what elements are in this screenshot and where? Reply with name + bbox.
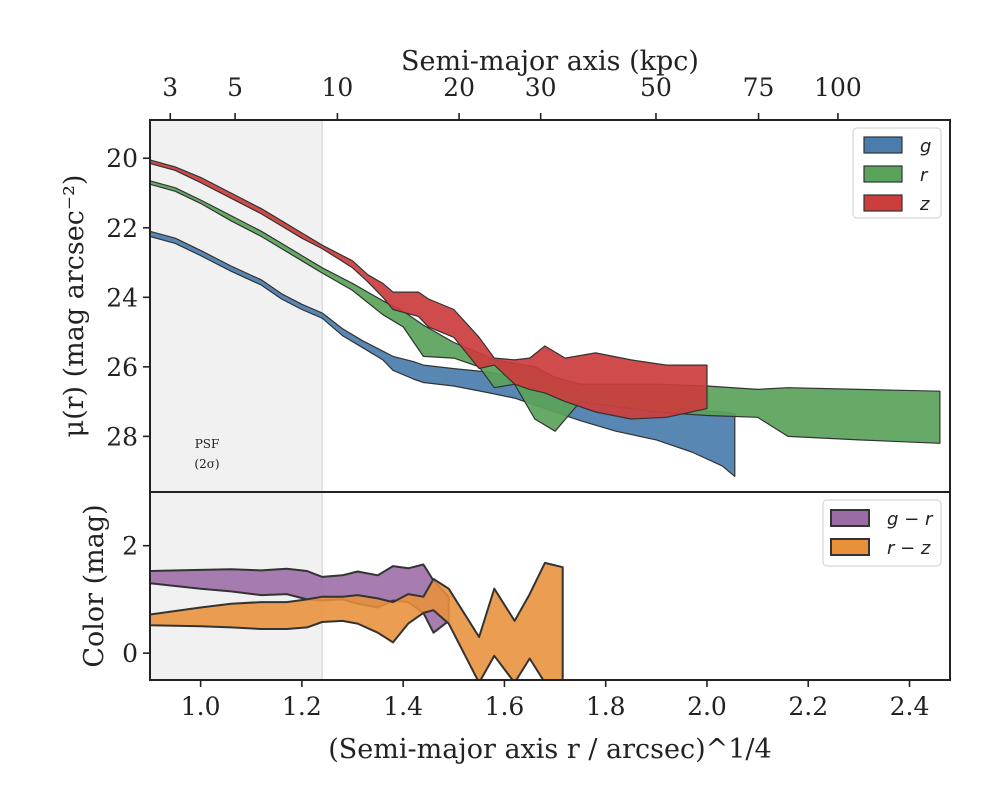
x-tick-label: 2.0 [687,692,727,721]
legend-label: r [920,165,929,186]
bottom-x-axis: 1.0 1.2 1.4 1.6 1.8 2.0 2.2 2.4 [181,680,930,721]
psf-region [150,120,323,492]
x-tick-label: 1.8 [586,692,626,721]
y-tick-label: 28 [106,422,138,451]
legend-colors: g − r r − z [822,499,942,567]
legend-label: g [920,136,931,157]
kpc-tick-label: 20 [443,73,475,102]
color-series [150,561,564,680]
y-tick-label: 2 [122,532,138,561]
legend-swatch [863,136,903,154]
kpc-tick-label: 75 [743,73,775,102]
legend-swatch [830,538,870,556]
legend-label: g − r [887,509,934,530]
kpc-tick-label: 10 [322,73,354,102]
y-tick-label: 22 [106,214,138,243]
top-kpc-axis: 3 5 10 20 30 50 75 100 [162,73,862,120]
x-tick-label: 1.2 [282,692,322,721]
band-mu-g [150,230,736,477]
kpc-tick-label: 5 [227,73,243,102]
y-tick-label: 26 [106,353,138,382]
legend-swatch [863,194,903,212]
x-tick-label: 1.6 [485,692,525,721]
kpc-tick-label: 30 [525,73,557,102]
bottom-y-axis-label: Color (mag) [79,504,110,667]
top-axis-label: Semi-major axis (kpc) [401,46,699,77]
surface-brightness-series [150,159,941,477]
band-color-rz [150,561,564,680]
top-y-axis-label: μ(r) (mag arcsec⁻²) [59,175,90,438]
top-y-axis: 20 22 24 26 28 [106,144,150,451]
legend-bands: grz [852,127,942,219]
kpc-tick-label: 3 [162,73,178,102]
x-tick-label: 1.0 [181,692,221,721]
x-tick-label: 2.2 [788,692,828,721]
band-mu-z [150,159,708,420]
x-tick-label: 2.4 [890,692,930,721]
kpc-tick-label: 50 [640,73,672,102]
bottom-x-axis-label: (Semi-major axis r / arcsec)^1/4 [328,734,771,765]
legend-label: r − z [887,538,931,559]
y-tick-label: 24 [106,283,138,312]
psf-annotation-sigma: (2σ) [194,457,219,471]
kpc-tick-label: 100 [814,73,862,102]
y-tick-label: 0 [122,639,138,668]
bottom-y-axis: 02 [122,532,150,668]
legend-swatch [863,165,903,183]
legend-label: z [919,194,930,215]
psf-annotation: PSF [195,437,220,451]
y-tick-label: 20 [106,144,138,173]
bottom-panel-frame [149,491,951,681]
legend-swatch [830,509,870,527]
x-tick-label: 1.4 [383,692,423,721]
